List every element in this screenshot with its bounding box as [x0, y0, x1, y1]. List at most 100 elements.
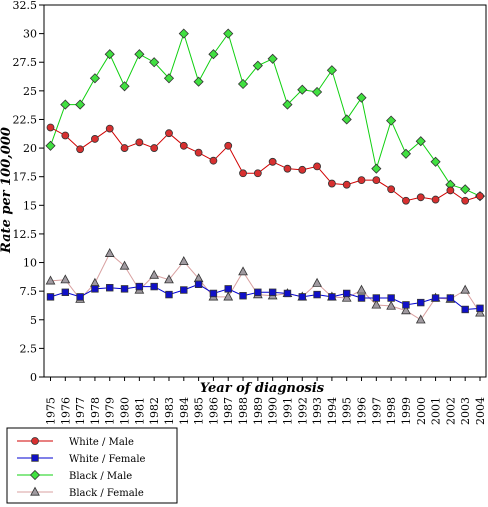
y-tick-label: 0 — [30, 371, 37, 384]
legend-item: White / Female — [17, 454, 146, 465]
plot-area: 0 2.5 5 7.5 10 12.5 15 17.5 20 22.5 25 27.5 30 32.5 19… — [13, 0, 488, 425]
data-point-triangle — [178, 256, 189, 265]
x-tick-label: 1983 — [163, 397, 176, 425]
data-point-square — [254, 288, 262, 296]
data-point-diamond — [178, 28, 189, 39]
data-point-circle — [179, 141, 188, 150]
data-point-diamond — [45, 140, 56, 151]
series-line — [50, 127, 481, 202]
data-point-circle — [165, 129, 173, 138]
data-point-triangle — [312, 277, 322, 287]
data-point-square — [328, 293, 336, 301]
x-tick-label: 1995 — [341, 397, 354, 425]
data-point-diamond — [460, 184, 471, 195]
data-point-triangle — [164, 274, 174, 284]
data-point-triangle — [341, 292, 352, 302]
legend-item: Black / Female — [17, 486, 144, 499]
data-point-square — [224, 285, 232, 293]
data-point-triangle — [119, 260, 130, 270]
x-tick-label: 2002 — [444, 397, 457, 425]
x-tick-label: 1985 — [193, 397, 206, 425]
data-point-diamond — [415, 136, 426, 147]
data-point-diamond — [341, 114, 352, 125]
legend-item: Black / Male — [17, 469, 132, 482]
x-tick-label: 2003 — [459, 397, 472, 425]
data-point-circle — [431, 195, 440, 204]
data-point-circle — [61, 131, 70, 140]
x-tick-label: 1991 — [281, 397, 294, 425]
data-point-square — [387, 294, 395, 302]
data-point-circle — [476, 192, 484, 201]
data-point-circle — [357, 176, 366, 185]
data-point-circle — [91, 135, 99, 143]
data-point-square — [268, 288, 277, 296]
data-point-triangle — [415, 314, 426, 324]
data-point-circle — [268, 157, 277, 166]
data-point-diamond — [119, 81, 130, 92]
data-point-circle — [461, 196, 470, 205]
y-axis-label: Rate per 100,000 — [0, 127, 14, 254]
data-point-circle — [76, 145, 85, 154]
data-point-circle — [342, 180, 351, 189]
data-point-circle — [402, 196, 410, 205]
data-point-square — [120, 285, 129, 293]
data-point-square — [165, 290, 173, 299]
data-point-diamond — [312, 86, 323, 98]
x-tick-label: 1976 — [59, 397, 72, 425]
y-axis-title: Rate per 100,000 — [0, 127, 14, 254]
data-point-circle — [372, 176, 381, 185]
data-point-square — [209, 289, 218, 298]
x-tick-label: 1986 — [207, 397, 220, 425]
data-point-square — [372, 294, 381, 302]
data-point-triangle — [460, 284, 471, 294]
x-axis-label: Year of diagnosis — [200, 381, 325, 396]
data-point-square — [431, 294, 440, 302]
x-tick-label: 1979 — [104, 397, 117, 425]
x-tick-label: 1975 — [45, 397, 58, 425]
data-point-circle — [253, 169, 262, 178]
x-tick-label: 1987 — [222, 397, 235, 425]
data-point-diamond — [371, 163, 382, 174]
data-point-circle — [283, 164, 292, 173]
data-point-triangle — [401, 305, 411, 315]
data-point-square — [61, 288, 70, 296]
x-tick-label: 1993 — [311, 397, 324, 425]
data-point-square — [180, 286, 188, 294]
data-point-diamond — [282, 99, 293, 110]
data-point-circle — [298, 165, 307, 174]
data-point-diamond — [104, 49, 115, 60]
data-point-square — [46, 293, 55, 301]
data-point-square — [461, 305, 469, 314]
legend: White / Male White / Female Black / Male Bl… — [6, 427, 178, 504]
y-tick-label: 15 — [23, 199, 37, 212]
data-point-diamond — [267, 53, 278, 64]
data-point-triangle — [386, 300, 397, 310]
data-point-triangle — [475, 307, 485, 317]
data-point-triangle — [238, 266, 248, 276]
data-point-square — [402, 301, 410, 309]
data-point-diamond — [356, 92, 367, 103]
data-point-triangle — [223, 291, 234, 301]
data-point-triangle — [356, 284, 367, 294]
data-point-square — [298, 293, 306, 301]
data-point-square — [446, 294, 455, 302]
data-point-square — [194, 280, 203, 288]
data-point-circle — [46, 123, 55, 132]
data-point-diamond — [223, 28, 234, 39]
data-point-diamond — [386, 115, 397, 126]
x-tick-label: 1989 — [252, 397, 265, 425]
data-point-circle — [105, 124, 114, 133]
plot-frame — [43, 4, 487, 378]
y-tick-label: 2.5 — [20, 342, 38, 355]
data-point-triangle — [104, 248, 115, 257]
x-tick-label: 1994 — [326, 397, 339, 425]
data-point-diamond — [400, 148, 412, 159]
legend-label: Black / Female — [69, 488, 144, 499]
x-tick-label: 1978 — [89, 397, 102, 425]
data-point-square — [239, 292, 247, 300]
x-tick-label: 1990 — [267, 397, 280, 425]
data-point-diamond — [29, 469, 41, 481]
data-point-square — [283, 289, 292, 298]
x-tick-label: 1996 — [356, 397, 369, 425]
